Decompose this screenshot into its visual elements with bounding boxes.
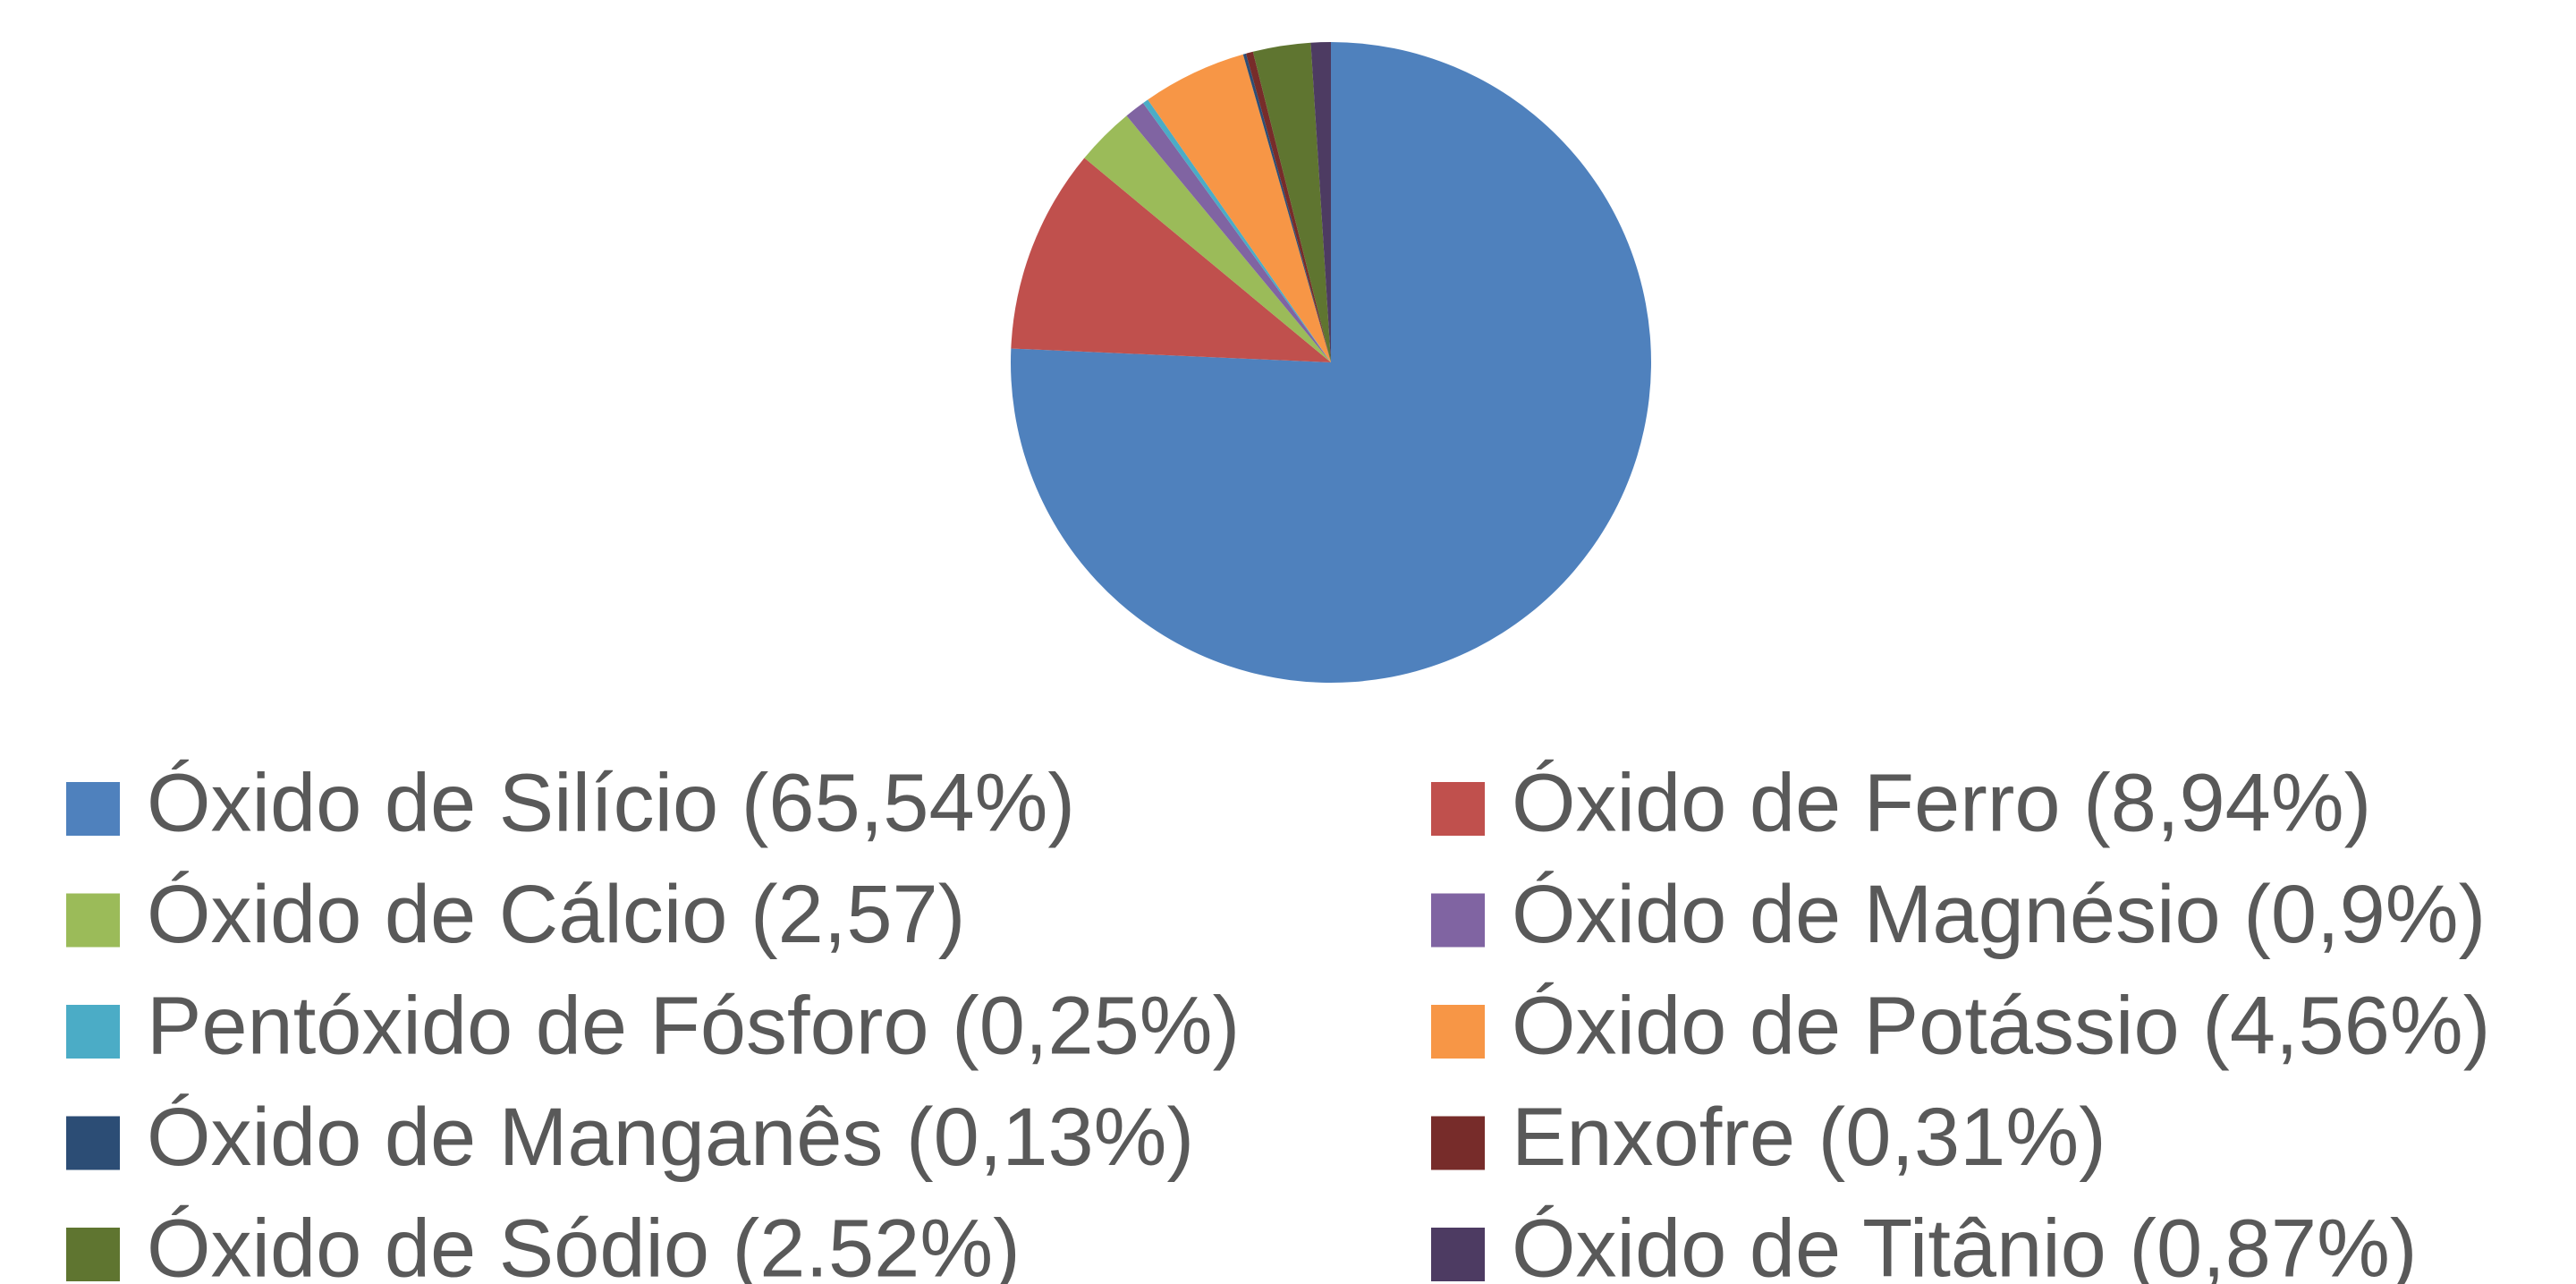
pie-slice: [1126, 103, 1331, 362]
pie-slice: [1252, 42, 1331, 362]
legend-swatch: [1431, 1005, 1485, 1059]
legend-label: Óxido de Silício (65,54%): [147, 757, 1075, 848]
legend-label: Óxido de Ferro (8,94%): [1512, 757, 2371, 848]
legend-swatch: [66, 893, 120, 948]
legend-swatch: [66, 782, 120, 836]
legend-label: Óxido de Manganês (0,13%): [147, 1092, 1194, 1183]
legend-swatch: [66, 1228, 120, 1281]
pie-slice: [1246, 51, 1331, 362]
legend-swatch: [66, 1005, 120, 1059]
legend-label: Óxido de Cálcio (2,57): [147, 869, 965, 960]
legend-label: Óxido de Sódio (2.52%): [147, 1203, 1021, 1284]
pie-slice: [1011, 157, 1331, 362]
legend-swatch: [1431, 893, 1485, 948]
pie-slice: [1242, 53, 1331, 363]
legend-label: Óxido de Titânio (0,87%): [1512, 1203, 2418, 1284]
pie-slice: [1142, 99, 1331, 363]
legend-label: Enxofre (0,31%): [1512, 1092, 2106, 1183]
pie-slice: [1084, 115, 1331, 362]
legend-swatch: [1431, 782, 1485, 836]
legend-swatch: [1431, 1228, 1485, 1281]
legend-swatch: [1431, 1116, 1485, 1170]
legend-label: Óxido de Potássio (4,56%): [1512, 980, 2490, 1071]
legend-label: Pentóxido de Fósforo (0,25%): [147, 980, 1240, 1071]
pie-slice: [1148, 54, 1331, 363]
legend-label: Óxido de Magnésio (0,9%): [1512, 869, 2486, 960]
pie-slice: [1310, 42, 1331, 362]
legend-swatch: [66, 1116, 120, 1170]
